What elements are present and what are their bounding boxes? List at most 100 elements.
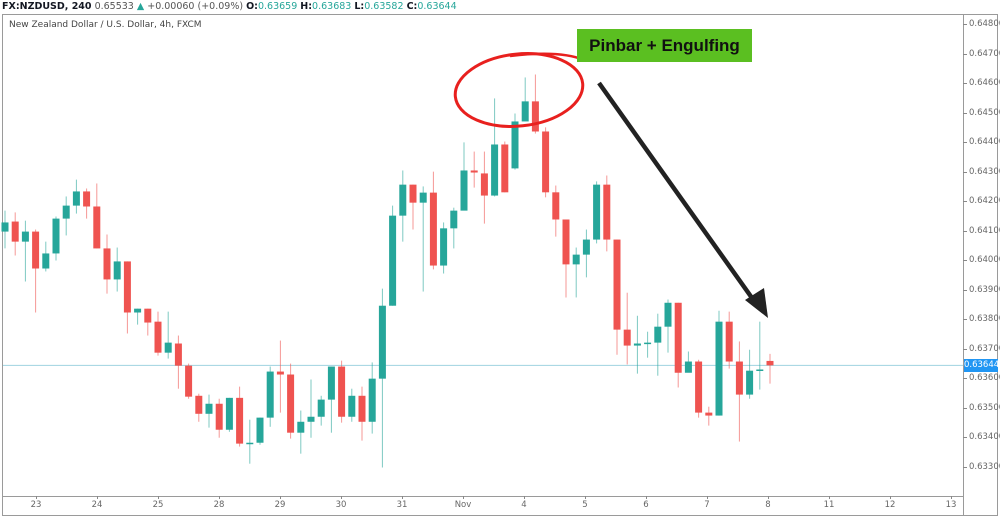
x-tick-mark <box>219 496 220 499</box>
candle <box>725 311 733 369</box>
candle <box>756 321 764 390</box>
y-tick-mark <box>963 378 967 380</box>
candle <box>236 386 244 447</box>
candle <box>603 175 611 252</box>
y-tick-mark <box>963 201 967 203</box>
candle <box>83 188 91 219</box>
candle <box>480 151 488 224</box>
highlight-circle <box>453 52 585 128</box>
candle <box>348 388 356 422</box>
candle <box>123 261 131 334</box>
candle <box>705 406 713 426</box>
candle <box>735 341 743 442</box>
price-axis-border <box>963 14 964 516</box>
x-tick-mark <box>646 496 647 499</box>
candle <box>378 288 386 468</box>
low-value: 0.63582 <box>364 1 404 12</box>
candle <box>674 302 682 388</box>
y-tick-mark <box>963 24 967 25</box>
arrow-head-icon <box>745 288 768 318</box>
candle <box>766 353 774 384</box>
x-tick-mark <box>768 496 769 499</box>
x-tick-mark <box>524 496 525 499</box>
candle <box>246 419 254 464</box>
candle <box>103 234 111 294</box>
x-tick-mark <box>829 496 830 499</box>
candle <box>572 247 580 298</box>
y-tick-mark <box>963 142 967 144</box>
close-value: 0.63644 <box>417 1 457 12</box>
candle <box>429 171 437 270</box>
candle <box>21 220 29 282</box>
candle <box>317 395 325 426</box>
ohlc-header: FX:NZDUSD, 240 0.65533 ▲ +0.00060 (+0.09… <box>2 0 457 14</box>
candle <box>613 239 621 355</box>
y-tick-mark <box>963 83 967 85</box>
candle <box>266 366 274 427</box>
candle <box>307 379 315 438</box>
candle <box>144 308 152 336</box>
x-tick-mark <box>402 496 403 499</box>
candle <box>552 185 560 237</box>
change-value: +0.00060 (+0.09%) <box>147 1 244 12</box>
close-label: C: <box>406 1 418 12</box>
x-tick-mark <box>585 496 586 499</box>
candle <box>1 210 9 249</box>
x-tick-label: 4 <box>521 500 527 510</box>
candle <box>470 151 478 188</box>
x-tick-label: 5 <box>582 500 588 510</box>
y-tick-label: 0.63300 <box>969 461 1000 472</box>
y-tick-mark <box>963 348 967 350</box>
trend-arrow <box>597 81 759 307</box>
x-tick-label: 25 <box>152 500 164 510</box>
candle <box>623 292 631 365</box>
x-tick-label: 12 <box>884 500 896 510</box>
candle <box>327 366 335 433</box>
candle <box>225 397 233 432</box>
candle <box>42 241 50 272</box>
x-tick-label: 29 <box>274 500 286 510</box>
x-tick-mark <box>36 496 37 499</box>
x-tick-mark <box>341 496 342 499</box>
candle <box>72 179 80 214</box>
y-tick-mark <box>963 437 967 439</box>
candle <box>695 359 703 418</box>
candle <box>654 313 662 376</box>
candle <box>52 216 60 261</box>
y-tick-mark <box>963 289 967 291</box>
y-tick-mark <box>963 171 967 173</box>
x-tick-mark <box>97 496 98 499</box>
candle <box>215 398 223 438</box>
y-tick-mark <box>963 260 967 262</box>
candle <box>501 141 509 193</box>
low-label: L: <box>354 1 365 12</box>
y-tick-mark <box>963 407 967 409</box>
candle <box>368 362 376 434</box>
x-tick-label: 28 <box>213 500 225 510</box>
candle <box>409 184 417 230</box>
chart-frame <box>2 14 998 516</box>
open-value: 0.63659 <box>257 1 298 12</box>
x-tick-label: 6 <box>643 500 649 510</box>
x-tick-mark <box>707 496 708 499</box>
time-axis-border <box>2 496 964 497</box>
x-tick-label: Nov <box>454 500 472 510</box>
candle <box>185 363 193 399</box>
candle <box>205 394 213 428</box>
high-label: H: <box>300 1 313 12</box>
candle <box>460 142 468 211</box>
candle <box>684 351 692 373</box>
x-tick-label: 7 <box>704 500 710 510</box>
candle <box>746 349 754 399</box>
